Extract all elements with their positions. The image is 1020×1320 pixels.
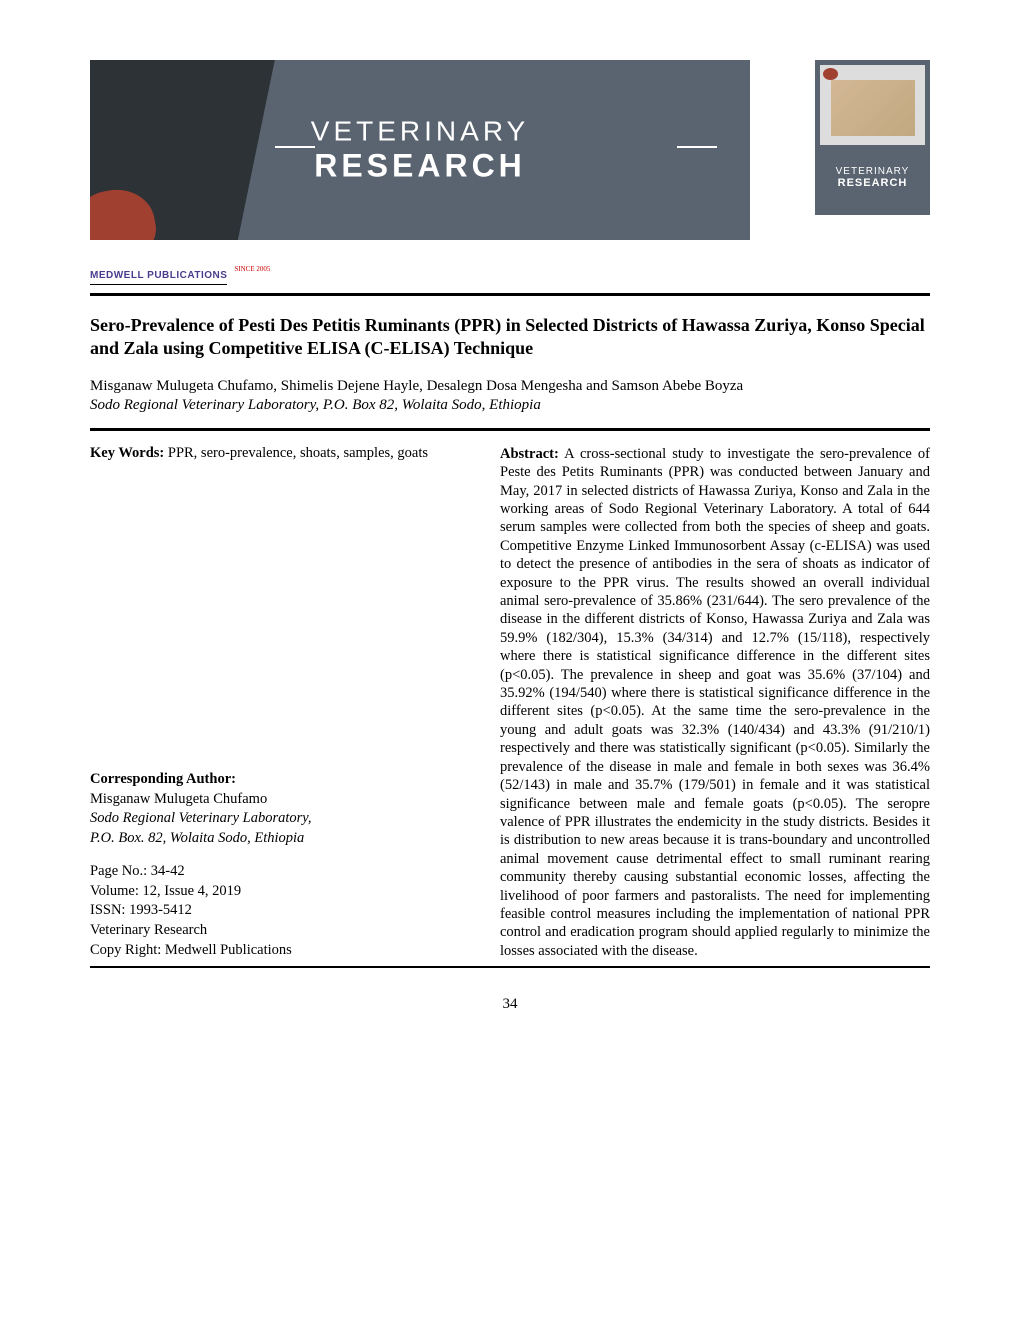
authors: Misganaw Mulugeta Chufamo, Shimelis Deje… bbox=[90, 377, 930, 397]
publisher-row: MEDWELL PUBLICATIONS SINCE 2005 bbox=[90, 265, 930, 285]
cover-image-area bbox=[820, 65, 925, 145]
journal-cover: VETERINARY RESEARCH bbox=[815, 60, 930, 215]
corresponding-label: Corresponding Author: bbox=[90, 770, 470, 790]
cover-title-bottom: RESEARCH bbox=[838, 177, 908, 189]
divider-top bbox=[90, 293, 930, 296]
banner-title-bottom: RESEARCH bbox=[311, 148, 529, 185]
publisher-since: SINCE 2005 bbox=[234, 265, 270, 273]
cover-title-top: VETERINARY bbox=[836, 166, 910, 177]
two-column-layout: Key Words: PPR, sero-prevalence, shoats,… bbox=[90, 445, 930, 960]
affiliation: Sodo Regional Veterinary Laboratory, P.O… bbox=[90, 396, 930, 416]
corresponding-affiliation-2: P.O. Box. 82, Wolaita Sodo, Ethiopia bbox=[90, 829, 470, 849]
right-column: Abstract: A cross-sectional study to inv… bbox=[500, 445, 930, 960]
corresponding-name: Misganaw Mulugeta Chufamo bbox=[90, 790, 470, 810]
cover-brain-icon bbox=[823, 68, 838, 80]
abstract-text: A cross-sectional study to investigate t… bbox=[500, 446, 930, 959]
corresponding-section: Corresponding Author: Misganaw Mulugeta … bbox=[90, 770, 470, 848]
banner-title-top: VETERINARY bbox=[311, 116, 529, 148]
page-numbers: Page No.: 34-42 bbox=[90, 862, 470, 882]
banner-text: VETERINARY RESEARCH bbox=[311, 116, 529, 185]
keywords-text: PPR, sero-prevalence, shoats, samples, g… bbox=[168, 445, 428, 461]
keywords-section: Key Words: PPR, sero-prevalence, shoats,… bbox=[90, 445, 470, 462]
publication-info: Page No.: 34-42 Volume: 12, Issue 4, 201… bbox=[90, 862, 470, 960]
keywords-label: Key Words: bbox=[90, 445, 168, 461]
banner-line-right bbox=[677, 146, 717, 148]
copyright: Copy Right: Medwell Publications bbox=[90, 941, 470, 961]
left-column: Key Words: PPR, sero-prevalence, shoats,… bbox=[90, 445, 470, 960]
banner-section: VETERINARY RESEARCH VETERINARY RESEARCH bbox=[90, 60, 930, 240]
left-bottom-block: Corresponding Author: Misganaw Mulugeta … bbox=[90, 770, 470, 960]
divider-bottom bbox=[90, 966, 930, 968]
cover-image bbox=[831, 80, 915, 136]
divider-mid bbox=[90, 428, 930, 431]
corresponding-affiliation-1: Sodo Regional Veterinary Laboratory, bbox=[90, 809, 470, 829]
journal-name: Veterinary Research bbox=[90, 921, 470, 941]
banner-line-left bbox=[275, 146, 315, 148]
page-number: 34 bbox=[90, 996, 930, 1013]
abstract-label: Abstract: bbox=[500, 446, 559, 462]
abstract-section: Abstract: A cross-sectional study to inv… bbox=[500, 445, 930, 960]
issn: ISSN: 1993-5412 bbox=[90, 901, 470, 921]
cover-title-area: VETERINARY RESEARCH bbox=[820, 145, 925, 210]
article-title: Sero-Prevalence of Pesti Des Petitis Rum… bbox=[90, 314, 930, 361]
journal-banner: VETERINARY RESEARCH bbox=[90, 60, 750, 240]
publisher-name: MEDWELL PUBLICATIONS bbox=[90, 270, 227, 281]
publisher-logo: MEDWELL PUBLICATIONS bbox=[90, 267, 227, 285]
volume-issue: Volume: 12, Issue 4, 2019 bbox=[90, 882, 470, 902]
